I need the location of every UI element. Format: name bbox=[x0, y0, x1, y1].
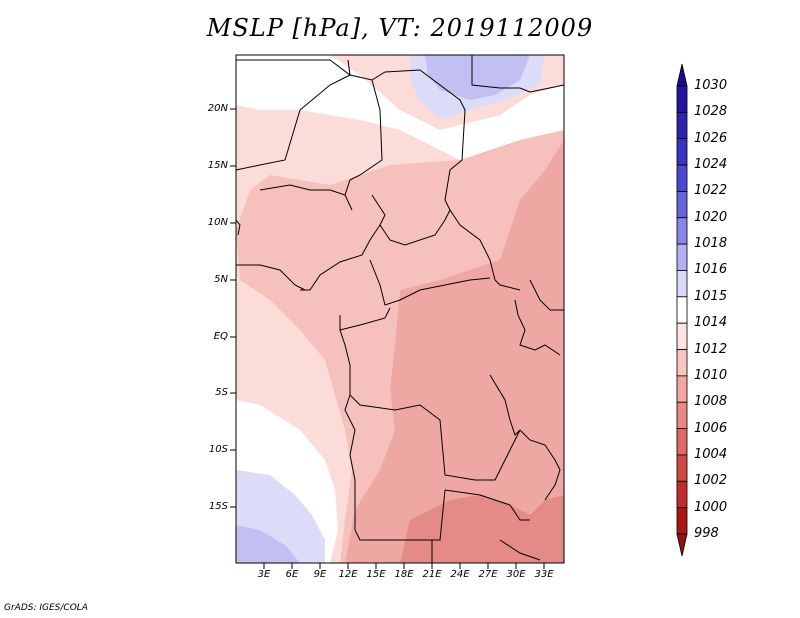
lon-label-18e: 18E bbox=[394, 569, 414, 580]
field-1016-north bbox=[425, 55, 530, 100]
colorbar-label: 998 bbox=[694, 526, 719, 541]
lon-label-21e: 21E bbox=[422, 569, 442, 580]
lat-label-10n: 10N bbox=[207, 217, 228, 228]
colorbar-label: 1026 bbox=[694, 130, 728, 146]
lat-label-5s: 5S bbox=[215, 387, 228, 398]
lon-label-3e: 3E bbox=[257, 569, 271, 580]
colorbar-swatch bbox=[676, 191, 688, 219]
colorbar-label: 1000 bbox=[694, 499, 728, 515]
lon-label-6e: 6E bbox=[285, 569, 299, 580]
colorbar-swatch bbox=[676, 375, 688, 403]
colorbar-label: 1008 bbox=[694, 394, 728, 410]
colorbar-swatch bbox=[676, 85, 688, 113]
lat-label-eq: EQ bbox=[213, 331, 228, 342]
colorbar-label: 1012 bbox=[694, 341, 728, 357]
map-ticks bbox=[230, 108, 545, 569]
colorbar-label: 1018 bbox=[694, 236, 728, 252]
colorbar-label: 1016 bbox=[694, 262, 728, 278]
field-1008-region bbox=[345, 140, 564, 563]
colorbar-label: 1015 bbox=[694, 288, 728, 304]
pressure-field bbox=[236, 55, 564, 563]
colorbar-swatch bbox=[676, 507, 688, 535]
colorbar-swatch bbox=[676, 243, 688, 271]
colorbar-label: 1014 bbox=[694, 315, 728, 331]
colorbar-swatch bbox=[676, 401, 688, 429]
colorbar-swatch bbox=[676, 349, 688, 377]
map-title: MSLP [hPa], VT: 2019112009 bbox=[206, 14, 594, 42]
map-frame bbox=[235, 54, 565, 564]
colorbar-swatch bbox=[676, 428, 688, 456]
colorbar-arrow-bottom bbox=[676, 533, 688, 557]
lon-label-30e: 30E bbox=[506, 569, 526, 580]
lon-label-24e: 24E bbox=[450, 569, 470, 580]
colorbar-swatch bbox=[676, 111, 688, 140]
colorbar-swatch bbox=[676, 217, 688, 245]
colorbar-label: 1004 bbox=[694, 446, 728, 462]
country-borders bbox=[235, 55, 565, 563]
lon-label-15e: 15E bbox=[366, 569, 386, 580]
colorbar-swatch bbox=[676, 138, 688, 166]
lat-label-10s: 10S bbox=[208, 444, 228, 455]
lon-label-33e: 33E bbox=[534, 569, 554, 580]
colorbar-swatch bbox=[676, 322, 688, 350]
colorbar-label: 1010 bbox=[694, 367, 728, 383]
colorbar-label: 1006 bbox=[694, 420, 728, 436]
lat-label-15s: 15S bbox=[208, 501, 228, 512]
colorbar-swatch bbox=[676, 480, 688, 509]
colorbar bbox=[676, 63, 688, 557]
colorbar-swatch bbox=[676, 164, 688, 192]
colorbar-swatch bbox=[676, 270, 688, 298]
lat-label-5n: 5N bbox=[214, 274, 228, 285]
colorbar-label: 1030 bbox=[694, 78, 728, 93]
colorbar-swatch bbox=[676, 296, 688, 324]
colorbar-label: 1024 bbox=[694, 157, 728, 173]
field-1014-region bbox=[236, 55, 564, 160]
colorbar-label: 1002 bbox=[694, 473, 728, 489]
lat-label-15n: 15N bbox=[207, 160, 228, 171]
colorbar-label: 1028 bbox=[694, 104, 728, 120]
colorbar-label: 1020 bbox=[694, 209, 728, 225]
colorbar-arrow-top bbox=[676, 63, 688, 87]
footer-credit: GrADS: IGES/COLA bbox=[4, 603, 88, 613]
field-1016-south bbox=[236, 525, 300, 563]
lon-label-9e: 9E bbox=[313, 569, 327, 580]
lat-label-20n: 20N bbox=[207, 103, 228, 114]
lon-label-27e: 27E bbox=[478, 569, 498, 580]
field-1006-region bbox=[400, 495, 564, 563]
colorbar-label: 1022 bbox=[694, 183, 728, 199]
colorbar-swatch bbox=[676, 454, 688, 482]
lon-label-12e: 12E bbox=[338, 569, 358, 580]
